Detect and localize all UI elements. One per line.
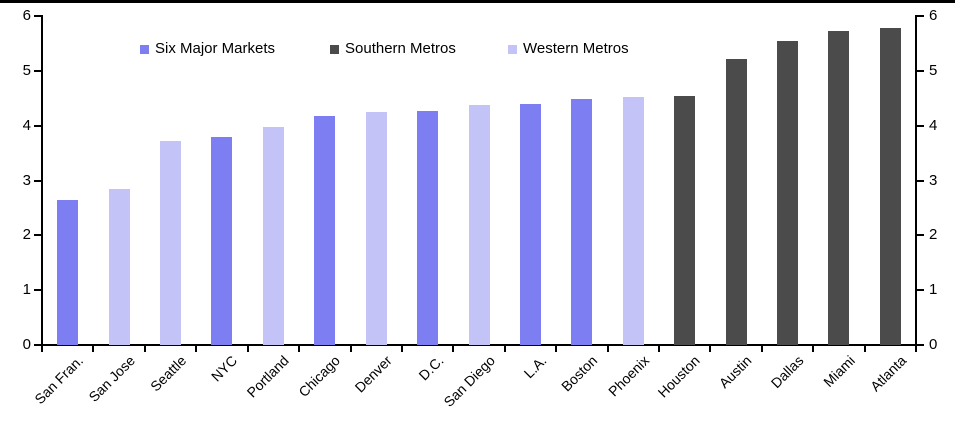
x-axis-label-miami: Miami [819,352,858,391]
legend-swatch-six_major [140,44,149,54]
bar-san-jose [108,188,130,345]
x-axis-tick [400,346,403,352]
bar-atlanta [879,28,901,345]
x-axis-label-seattle: Seattle [146,352,190,395]
x-axis-baseline [41,344,917,346]
y-tick-left [34,289,42,292]
legend-label-southern: Southern Metros [345,40,456,57]
y-tick-right [916,15,924,17]
x-axis-label-denver: Denver [351,352,395,396]
y-axis-tick-label-left: 0 [22,336,31,353]
y-tick-left [34,69,42,72]
y-axis-tick-label-left: 3 [22,171,31,189]
bar-d-c [417,110,439,345]
x-axis-tick [41,346,43,352]
x-axis-label-atlanta: Atlanta [866,352,909,395]
bar-san-fran [57,200,79,345]
bar-portland [262,126,284,345]
bar-l-a [519,103,541,345]
x-axis-label-chicago: Chicago [295,352,344,400]
x-axis-label-portland: Portland [243,352,293,401]
y-axis-tick-label-left: 5 [22,61,31,79]
x-axis-tick [606,346,609,352]
y-tick-left [34,234,42,237]
x-axis-label-austin: Austin [715,352,755,392]
bar-denver [365,112,387,345]
bar-dallas [777,40,798,345]
x-axis-label-boston: Boston [558,352,601,395]
legend-label-six_major: Six Major Markets [155,40,276,57]
x-axis-label-phoenix: Phoenix [604,352,652,400]
legend-label-western: Western Metros [523,40,629,57]
legend-item-southern: Southern Metros [330,41,456,57]
x-axis-tick [709,346,712,352]
y-axis-tick-label-left: 4 [22,116,31,134]
legend-item-six_major: Six Major Markets [140,41,275,57]
x-axis-tick [555,346,558,352]
x-axis-label-l-a: L.A. [520,352,550,382]
y-tick-right [916,69,924,72]
y-tick-right [916,179,924,182]
y-tick-left [34,179,42,182]
bar-austin [725,58,747,345]
y-axis-tick-label-right: 5 [929,61,938,79]
x-axis-tick [863,346,866,352]
y-axis-tick-label-right: 4 [929,116,938,134]
y-axis-tick-label-right: 1 [929,281,938,299]
bar-nyc [211,137,233,345]
x-axis-tick [503,346,506,352]
y-tick-left [34,344,42,346]
y-axis-left-spine [41,15,43,346]
y-axis-tick-label-right: 0 [929,336,938,353]
x-axis-tick [760,346,763,352]
y-axis-tick-label-right: 3 [929,171,938,189]
y-tick-right [916,344,924,346]
x-axis-tick [657,346,660,352]
y-axis-tick-label-left: 1 [22,281,31,299]
x-axis-label-nyc: NYC [208,352,241,385]
y-axis-tick-label-left: 2 [22,226,31,244]
x-axis-label-san-jose: San Jose [85,352,138,405]
legend-swatch-western [508,44,517,54]
x-axis-tick [812,346,815,352]
legend-item-western: Western Metros [508,41,629,57]
y-tick-left [34,15,42,17]
x-axis-label-houston: Houston [655,352,704,401]
x-axis-label-d-c: D.C. [415,352,447,384]
bar-san-diego [468,104,490,345]
bar-houston [674,96,696,345]
x-axis-label-dallas: Dallas [767,352,807,392]
bar-boston [571,99,593,345]
x-axis-tick [452,346,455,352]
x-axis-tick [143,346,146,352]
x-axis-label-san-diego: San Diego [440,352,498,410]
y-tick-right [916,124,924,127]
y-tick-left [34,124,42,127]
x-axis-tick [195,346,198,352]
y-axis-tick-label-right: 6 [929,7,938,24]
bar-seattle [160,140,181,345]
x-axis-tick [298,346,301,352]
y-tick-right [916,289,924,292]
bar-phoenix [622,96,644,345]
x-axis-tick [915,346,917,352]
legend-swatch-southern [330,44,339,54]
x-axis-label-san-fran: San Fran. [31,352,87,408]
x-axis-tick [92,346,95,352]
bar-chicago [314,115,336,345]
bar-miami [828,30,850,345]
y-axis-tick-label-right: 2 [929,226,938,244]
top-border-rule [0,0,955,3]
x-axis-tick [246,346,249,352]
y-tick-right [916,234,924,237]
y-axis-tick-label-left: 6 [22,7,31,24]
x-axis-tick [349,346,352,352]
